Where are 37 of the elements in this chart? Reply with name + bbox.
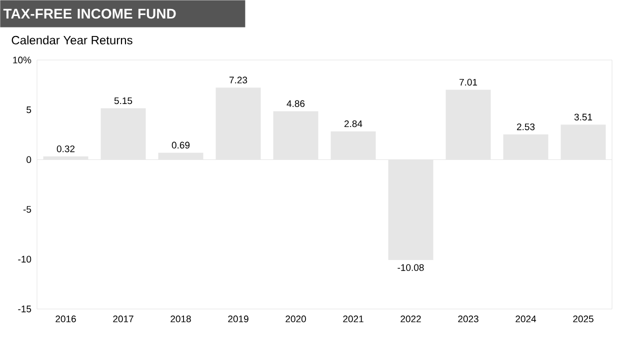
y-tick-label: -10 <box>18 256 32 263</box>
x-tick-label: 2021 <box>343 316 364 322</box>
bar <box>388 160 434 260</box>
x-tick-label: 2019 <box>228 316 248 322</box>
x-tick-label: 2018 <box>170 316 191 322</box>
bar <box>273 111 318 160</box>
bar <box>560 124 606 160</box>
data-label: -10.08 <box>398 264 424 271</box>
x-tick-label: 2024 <box>516 316 536 322</box>
data-label: 5.15 <box>114 97 132 104</box>
bar <box>216 88 261 160</box>
bar <box>503 134 548 160</box>
bar <box>100 108 146 160</box>
x-tick-label: 2020 <box>286 316 306 322</box>
bar <box>446 90 491 160</box>
bar <box>158 152 204 160</box>
chart-title: TAX-FREE INCOME FUND <box>3 8 176 19</box>
x-tick-label: 2023 <box>458 316 478 322</box>
data-label: 7.01 <box>459 78 478 86</box>
y-tick-label: -5 <box>23 206 32 213</box>
data-label: 0.69 <box>172 142 190 149</box>
y-tick-label: 10% <box>13 56 32 64</box>
chart-subtitle: Calendar Year Returns <box>12 36 132 44</box>
data-label: 0.32 <box>56 145 75 152</box>
bar <box>330 131 376 160</box>
data-label: 3.51 <box>574 114 592 120</box>
y-tick-label: 0 <box>26 156 32 163</box>
x-tick-label: 2016 <box>56 316 76 322</box>
x-tick-label: 2017 <box>113 316 134 322</box>
x-tick-label: 2022 <box>400 316 421 322</box>
x-tick-label: 2025 <box>573 316 594 322</box>
data-label: 2.53 <box>516 123 535 130</box>
data-label: 2.84 <box>344 120 362 128</box>
data-label: 7.23 <box>229 76 248 84</box>
y-tick-label: 5 <box>26 106 32 114</box>
y-tick-label: -15 <box>18 306 32 312</box>
data-label: 4.86 <box>286 100 305 107</box>
